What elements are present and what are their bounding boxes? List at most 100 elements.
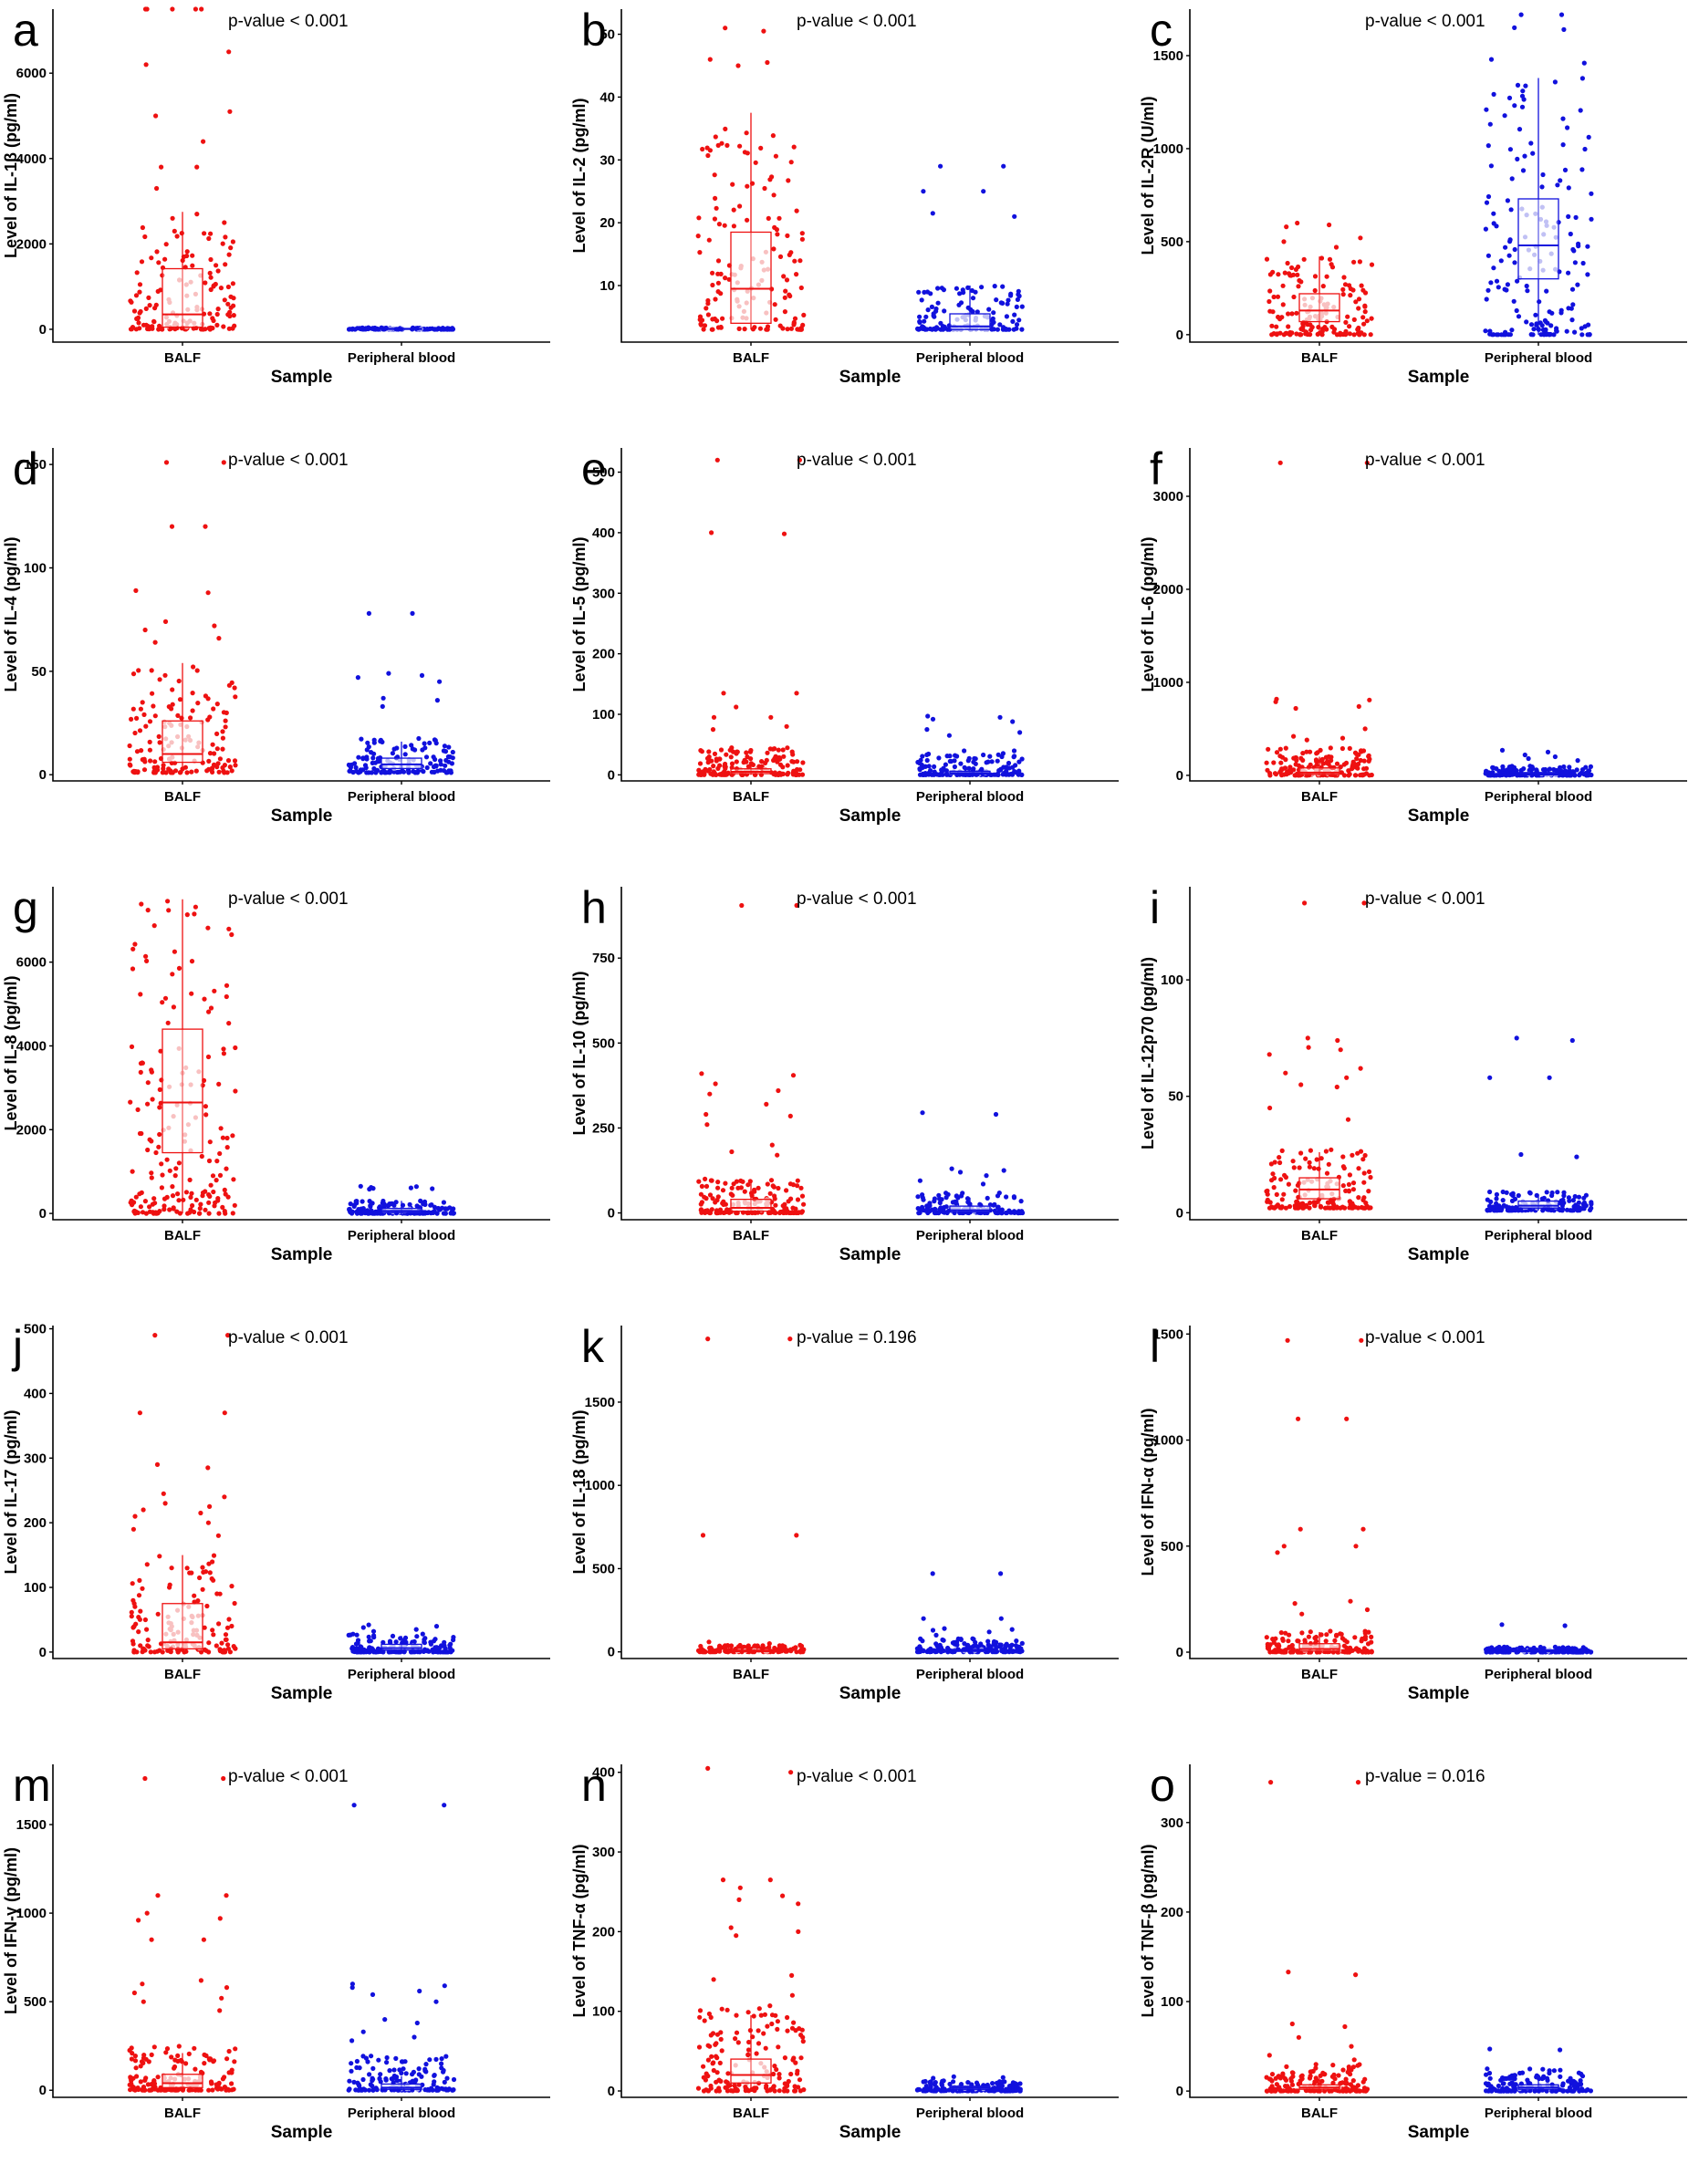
data-point xyxy=(723,127,727,131)
data-point xyxy=(1579,167,1584,172)
data-point xyxy=(737,144,742,149)
data-point xyxy=(1360,1198,1365,1202)
data-point xyxy=(1274,325,1278,329)
y-tick-label: 200 xyxy=(592,647,615,662)
data-point xyxy=(981,753,985,757)
data-point xyxy=(222,1648,226,1652)
data-point xyxy=(723,224,727,228)
data-point xyxy=(130,1610,134,1615)
data-point xyxy=(208,271,213,276)
data-point xyxy=(174,1210,179,1214)
data-point xyxy=(209,276,214,280)
data-point xyxy=(160,1000,164,1004)
data-point xyxy=(134,317,139,321)
data-point xyxy=(723,1181,727,1186)
data-point xyxy=(224,719,228,723)
data-point xyxy=(216,1212,221,1216)
data-point xyxy=(194,769,199,774)
data-point xyxy=(1350,287,1355,292)
data-point xyxy=(993,284,997,288)
p-value-annotation: p-value < 0.001 xyxy=(228,451,349,470)
data-point xyxy=(1572,1648,1577,1653)
data-point xyxy=(1565,125,1569,130)
data-point xyxy=(179,716,183,721)
data-point xyxy=(370,2066,375,2071)
data-point xyxy=(774,154,778,159)
data-point-outlier xyxy=(386,671,391,676)
data-point xyxy=(702,772,706,776)
data-point xyxy=(938,321,943,326)
data-point xyxy=(368,1204,372,1209)
p-value-annotation: p-value < 0.001 xyxy=(797,451,917,470)
data-point xyxy=(452,1211,456,1215)
data-point-outlier xyxy=(437,680,442,684)
axis-lines xyxy=(1190,1764,1687,2097)
y-tick-label: 200 xyxy=(24,1515,47,1531)
data-point xyxy=(1494,1196,1498,1201)
data-point xyxy=(227,2070,232,2075)
x-axis-label: Sample xyxy=(1408,368,1470,387)
data-point xyxy=(1307,1206,1311,1211)
data-point xyxy=(701,2064,705,2069)
p-value-annotation: p-value < 0.001 xyxy=(1365,1328,1485,1347)
data-point xyxy=(788,1197,793,1201)
data-point xyxy=(360,1199,365,1203)
data-point xyxy=(153,1210,158,1214)
data-point xyxy=(138,728,142,733)
data-point xyxy=(443,744,447,748)
data-point xyxy=(226,1021,231,1025)
data-point xyxy=(1000,285,1005,289)
data-point xyxy=(706,2088,711,2093)
data-point xyxy=(444,1207,449,1212)
series-peripheral-blood xyxy=(915,1571,1025,1654)
data-point xyxy=(226,927,231,931)
data-point xyxy=(145,1102,150,1107)
data-point xyxy=(704,2072,709,2076)
data-point xyxy=(443,2054,448,2059)
data-point xyxy=(347,2079,351,2084)
data-point xyxy=(1344,761,1349,765)
y-tick-label: 0 xyxy=(608,2084,615,2099)
data-point xyxy=(450,761,454,765)
x-axis-label: Sample xyxy=(839,1245,902,1264)
data-point xyxy=(1286,311,1290,316)
y-axis-label: Level of IL-12p70 (pg/ml) xyxy=(1139,957,1157,1149)
data-point xyxy=(1347,1189,1351,1193)
data-point xyxy=(191,708,195,712)
data-point xyxy=(1359,1149,1363,1154)
data-point xyxy=(141,323,146,328)
y-tick-label: 1500 xyxy=(16,1817,47,1833)
data-point xyxy=(783,296,787,300)
data-point xyxy=(369,750,373,754)
data-point xyxy=(411,769,415,774)
data-point xyxy=(1523,84,1527,88)
data-point xyxy=(187,1211,192,1215)
data-point-outlier xyxy=(782,532,787,536)
data-point xyxy=(1581,1196,1586,1201)
box-iqr xyxy=(1299,294,1339,322)
data-point-outlier xyxy=(942,1627,946,1631)
data-point xyxy=(719,141,724,146)
data-point xyxy=(136,320,141,325)
data-point xyxy=(793,317,797,321)
data-point xyxy=(729,754,734,759)
data-point xyxy=(1018,2087,1023,2092)
data-point-outlier xyxy=(1499,1622,1504,1627)
data-point xyxy=(189,770,193,775)
data-point-outlier xyxy=(768,1877,773,1882)
data-point xyxy=(1571,248,1576,253)
series-peripheral-blood xyxy=(915,164,1025,332)
data-point xyxy=(128,2083,132,2087)
data-point xyxy=(1491,265,1496,270)
data-point xyxy=(777,2075,782,2080)
data-point xyxy=(725,2085,730,2089)
data-point-outlier xyxy=(796,1901,800,1906)
data-point xyxy=(349,1633,353,1638)
data-point xyxy=(713,296,717,301)
data-point xyxy=(1277,1155,1281,1160)
x-tick-label: BALF xyxy=(733,350,769,366)
data-point xyxy=(752,1644,756,1648)
data-point xyxy=(193,2067,197,2072)
